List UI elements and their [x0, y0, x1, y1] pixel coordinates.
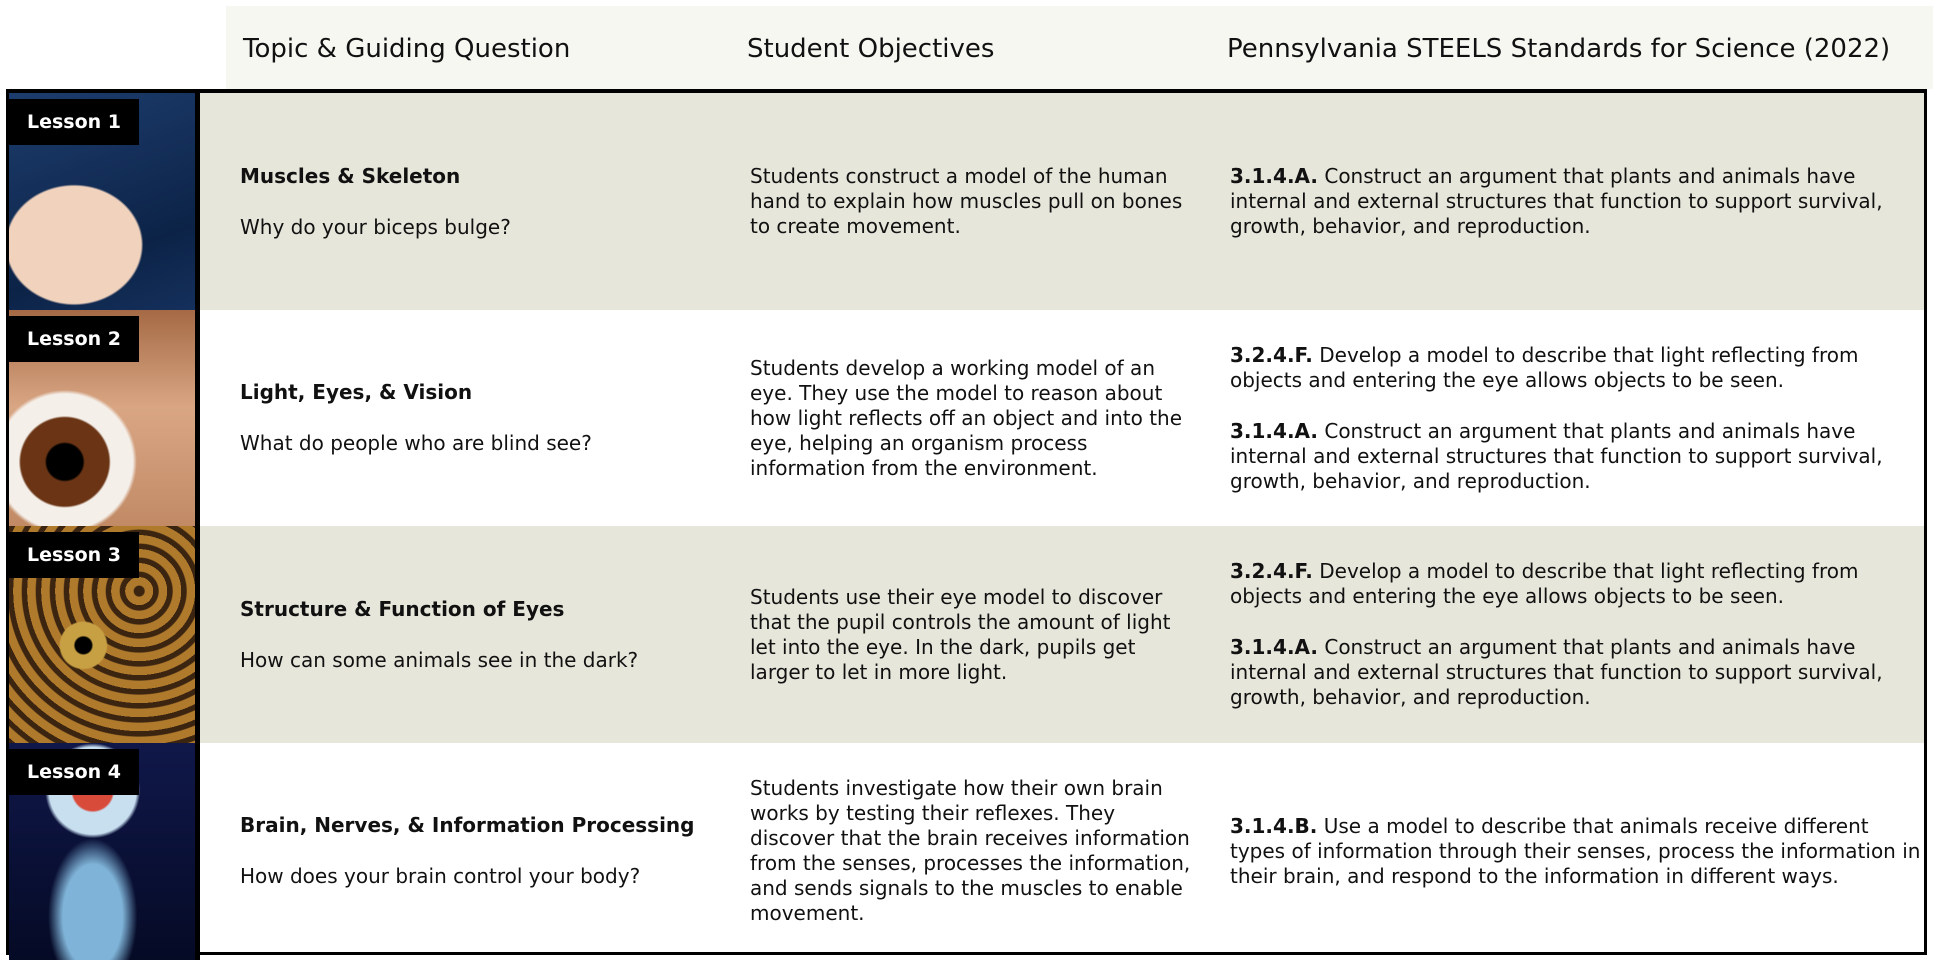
lesson-image: Lesson 4 [9, 742, 200, 960]
topic-title: Muscles & Skeleton [240, 163, 461, 188]
lesson-image: Lesson 3 [9, 526, 200, 743]
objective-text: Students use their eye model to discover… [750, 584, 1171, 684]
lesson-row: Lesson 2 Light, Eyes, & Vision What do peo… [9, 309, 1925, 527]
standard-text: Construct an argument that plants and an… [1230, 164, 1883, 238]
standards-cell: 3.2.4.F. Develop a model to describe tha… [1230, 526, 1925, 743]
standards-cell: 3.1.4.B. Use a model to describe that an… [1230, 743, 1925, 960]
lesson-row: Lesson 4 Brain, Nerves, & Information Pro… [9, 742, 1925, 960]
header-cell: Topic & Guiding Question [243, 34, 571, 64]
standard: 3.1.4.B. Use a model to describe that an… [1230, 814, 1925, 889]
standard: 3.1.4.A. Construct an argument that plan… [1230, 635, 1925, 710]
header-row: Topic & Guiding Question Student Objecti… [226, 6, 1933, 89]
standards-cell: 3.2.4.F. Develop a model to describe tha… [1230, 310, 1925, 527]
lesson-row: Lesson 1 Muscles & Skeleton Why do your bi… [9, 93, 1924, 310]
lesson-image: Lesson 2 [9, 309, 200, 527]
header-cell: Pennsylvania STEELS Standards for Scienc… [1227, 34, 1891, 64]
objective-text: Students investigate how their own brain… [750, 776, 1191, 925]
standard-code: 3.2.4.F. [1230, 342, 1313, 367]
lesson-label: Lesson 3 [9, 532, 140, 578]
standard-code: 3.1.4.A. [1230, 418, 1318, 443]
guiding-question: What do people who are blind see? [240, 431, 592, 455]
topic-cell: Brain, Nerves, & Information Processing H… [240, 743, 710, 960]
standard-code: 3.2.4.F. [1230, 559, 1313, 583]
standard: 3.1.4.A. Construct an argument that plan… [1230, 164, 1925, 239]
standard-text: Use a model to describe that animals rec… [1230, 813, 1921, 888]
lesson-image: Lesson 1 [9, 93, 200, 310]
objective-text: Students construct a model of the human … [750, 164, 1183, 238]
lesson-label: Lesson 1 [9, 99, 140, 145]
standard-code: 3.1.4.B. [1230, 813, 1318, 838]
guiding-question: How can some animals see in the dark? [240, 647, 639, 672]
topic-title: Brain, Nerves, & Information Processing [240, 813, 695, 837]
standards-cell: 3.1.4.A. Construct an argument that plan… [1230, 93, 1925, 310]
standard-code: 3.1.4.A. [1230, 164, 1318, 188]
lesson-label: Lesson 4 [9, 748, 140, 795]
topic-title: Light, Eyes, & Vision [240, 380, 473, 404]
lesson-row: Lesson 3 Structure & Function of Eyes How … [9, 526, 1924, 743]
standard: 3.2.4.F. Develop a model to describe tha… [1230, 559, 1925, 609]
header-cell: Student Objectives [747, 34, 995, 64]
standard: 3.1.4.A. Construct an argument that plan… [1230, 419, 1925, 494]
standard: 3.2.4.F. Develop a model to describe tha… [1230, 343, 1925, 393]
standard-code: 3.1.4.A. [1230, 635, 1318, 659]
lesson-label: Lesson 2 [9, 315, 140, 362]
standard-text: Construct an argument that plants and an… [1230, 635, 1883, 709]
objective-text: Students develop a working model of an e… [750, 355, 1183, 480]
topic-title: Structure & Function of Eyes [240, 596, 565, 621]
guiding-question: Why do your biceps bulge? [240, 214, 511, 239]
standard-text: Construct an argument that plants and an… [1230, 418, 1883, 493]
objective-cell: Students use their eye model to discover… [750, 526, 1200, 743]
topic-cell: Muscles & Skeleton Why do your biceps bul… [240, 93, 710, 310]
topic-cell: Structure & Function of Eyes How can some… [240, 526, 710, 743]
objective-cell: Students investigate how their own brain… [750, 743, 1200, 960]
topic-cell: Light, Eyes, & Vision What do people who … [240, 310, 710, 527]
standard-text: Develop a model to describe that light r… [1230, 342, 1859, 392]
lesson-table: Lesson 1 Muscles & Skeleton Why do your bi… [6, 89, 1927, 960]
objective-cell: Students develop a working model of an e… [750, 310, 1200, 527]
objective-cell: Students construct a model of the human … [750, 93, 1200, 310]
standard-text: Develop a model to describe that light r… [1230, 559, 1859, 608]
guiding-question: How does your brain control your body? [240, 864, 641, 888]
